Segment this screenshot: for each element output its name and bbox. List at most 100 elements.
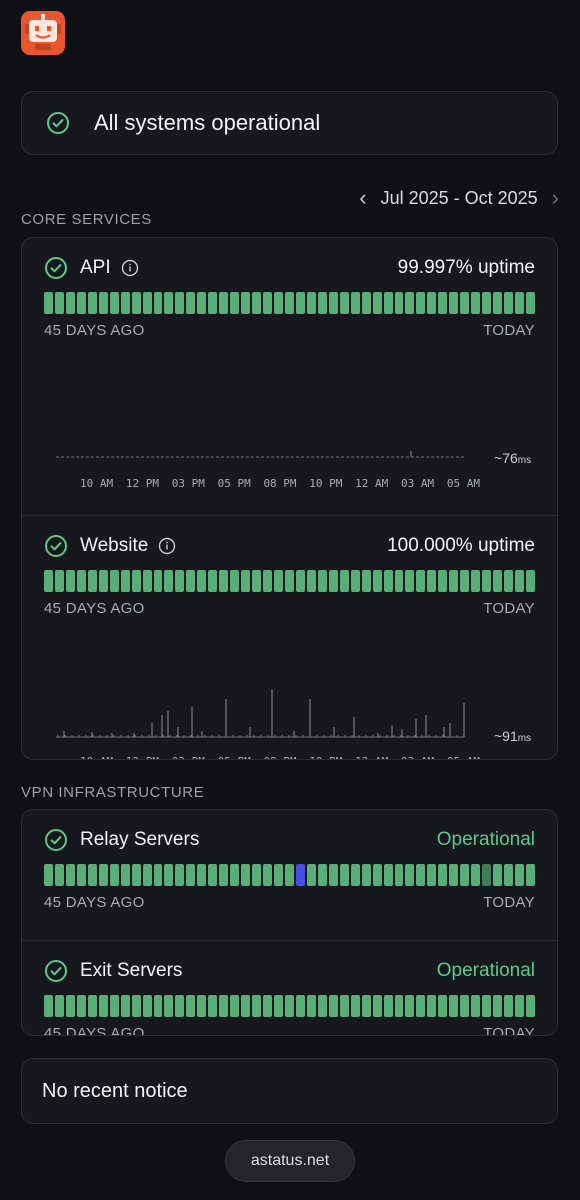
uptime-day-bar[interactable]	[317, 995, 327, 1017]
uptime-day-bar[interactable]	[153, 864, 163, 886]
uptime-day-bar[interactable]	[394, 864, 404, 886]
uptime-day-bar[interactable]	[471, 864, 481, 886]
uptime-day-bar[interactable]	[230, 995, 240, 1017]
uptime-day-bar[interactable]	[350, 864, 360, 886]
uptime-day-bar[interactable]	[87, 570, 97, 592]
uptime-day-bar[interactable]	[164, 570, 174, 592]
uptime-day-bar[interactable]	[284, 864, 294, 886]
uptime-day-bar[interactable]	[241, 995, 251, 1017]
uptime-day-bar[interactable]	[372, 995, 382, 1017]
uptime-day-bar[interactable]	[284, 292, 294, 314]
uptime-day-bar[interactable]	[482, 864, 492, 886]
uptime-day-bar[interactable]	[504, 864, 513, 886]
uptime-day-bar[interactable]	[328, 864, 338, 886]
uptime-day-bar[interactable]	[416, 864, 426, 886]
uptime-day-bar[interactable]	[427, 995, 437, 1017]
uptime-day-bar[interactable]	[208, 292, 218, 314]
uptime-day-bar[interactable]	[153, 292, 163, 314]
uptime-day-bar[interactable]	[471, 570, 481, 592]
uptime-day-bar[interactable]	[438, 292, 448, 314]
uptime-day-bar[interactable]	[109, 570, 119, 592]
uptime-day-bar[interactable]	[186, 570, 196, 592]
uptime-day-bar[interactable]	[274, 292, 283, 314]
uptime-day-bar[interactable]	[328, 570, 338, 592]
uptime-day-bar[interactable]	[230, 570, 240, 592]
uptime-day-bar[interactable]	[98, 995, 108, 1017]
uptime-day-bar[interactable]	[372, 292, 382, 314]
uptime-day-bar[interactable]	[504, 292, 513, 314]
uptime-day-bar[interactable]	[65, 292, 75, 314]
uptime-day-bar[interactable]	[76, 570, 86, 592]
uptime-day-bar[interactable]	[471, 292, 481, 314]
uptime-day-bar[interactable]	[339, 864, 349, 886]
uptime-day-bar[interactable]	[197, 570, 207, 592]
uptime-day-bar[interactable]	[44, 292, 53, 314]
uptime-day-bar[interactable]	[87, 995, 97, 1017]
uptime-day-bar[interactable]	[438, 995, 448, 1017]
uptime-day-bar[interactable]	[514, 292, 524, 314]
status-site-link[interactable]: astatus.net	[225, 1140, 355, 1182]
uptime-day-bar[interactable]	[274, 864, 283, 886]
uptime-day-bar[interactable]	[197, 995, 207, 1017]
uptime-day-bar[interactable]	[197, 864, 207, 886]
uptime-day-bar[interactable]	[109, 292, 119, 314]
uptime-day-bar[interactable]	[131, 292, 141, 314]
uptime-day-bar[interactable]	[54, 292, 64, 314]
uptime-day-bar[interactable]	[65, 864, 75, 886]
uptime-day-bar[interactable]	[76, 995, 86, 1017]
uptime-day-bar[interactable]	[449, 292, 459, 314]
uptime-day-bar[interactable]	[186, 864, 196, 886]
uptime-day-bar[interactable]	[394, 995, 404, 1017]
uptime-day-bar[interactable]	[284, 995, 294, 1017]
uptime-day-bar[interactable]	[44, 570, 53, 592]
uptime-day-bar[interactable]	[493, 864, 503, 886]
uptime-day-bar[interactable]	[142, 292, 152, 314]
uptime-day-bar[interactable]	[493, 995, 503, 1017]
uptime-day-bar[interactable]	[44, 864, 53, 886]
uptime-day-bar[interactable]	[120, 864, 130, 886]
uptime-day-bar[interactable]	[438, 570, 448, 592]
uptime-day-bar[interactable]	[514, 570, 524, 592]
info-icon[interactable]	[121, 259, 139, 277]
uptime-day-bar[interactable]	[230, 864, 240, 886]
uptime-day-bar[interactable]	[405, 292, 415, 314]
uptime-day-bar[interactable]	[175, 864, 185, 886]
uptime-day-bar[interactable]	[350, 570, 360, 592]
uptime-day-bar[interactable]	[372, 570, 382, 592]
uptime-day-bar[interactable]	[44, 995, 53, 1017]
uptime-day-bar[interactable]	[514, 995, 524, 1017]
uptime-day-bar[interactable]	[252, 570, 262, 592]
info-icon[interactable]	[158, 537, 176, 555]
uptime-day-bar[interactable]	[295, 292, 305, 314]
uptime-day-bar[interactable]	[295, 570, 305, 592]
uptime-day-bar[interactable]	[219, 292, 229, 314]
uptime-day-bar[interactable]	[427, 864, 437, 886]
uptime-day-bar[interactable]	[383, 864, 393, 886]
uptime-day-bar[interactable]	[482, 570, 492, 592]
uptime-day-bar[interactable]	[54, 995, 64, 1017]
uptime-day-bar[interactable]	[471, 995, 481, 1017]
uptime-day-bar[interactable]	[350, 995, 360, 1017]
uptime-day-bar[interactable]	[164, 995, 174, 1017]
uptime-day-bar[interactable]	[65, 570, 75, 592]
uptime-day-bar[interactable]	[98, 570, 108, 592]
uptime-day-bar[interactable]	[350, 292, 360, 314]
uptime-day-bar[interactable]	[98, 864, 108, 886]
uptime-day-bar[interactable]	[175, 570, 185, 592]
uptime-day-bar[interactable]	[394, 292, 404, 314]
uptime-day-bar[interactable]	[482, 995, 492, 1017]
uptime-day-bar[interactable]	[317, 864, 327, 886]
uptime-day-bar[interactable]	[383, 570, 393, 592]
uptime-day-bar[interactable]	[525, 995, 535, 1017]
uptime-day-bar[interactable]	[493, 292, 503, 314]
uptime-day-bar[interactable]	[295, 864, 305, 886]
uptime-day-bar[interactable]	[120, 292, 130, 314]
uptime-day-bar[interactable]	[361, 292, 371, 314]
uptime-day-bar[interactable]	[263, 570, 273, 592]
uptime-day-bar[interactable]	[394, 570, 404, 592]
uptime-day-bar[interactable]	[284, 570, 294, 592]
uptime-day-bar[interactable]	[263, 995, 273, 1017]
uptime-day-bar[interactable]	[76, 864, 86, 886]
uptime-day-bar[interactable]	[449, 570, 459, 592]
uptime-day-bar[interactable]	[525, 570, 535, 592]
